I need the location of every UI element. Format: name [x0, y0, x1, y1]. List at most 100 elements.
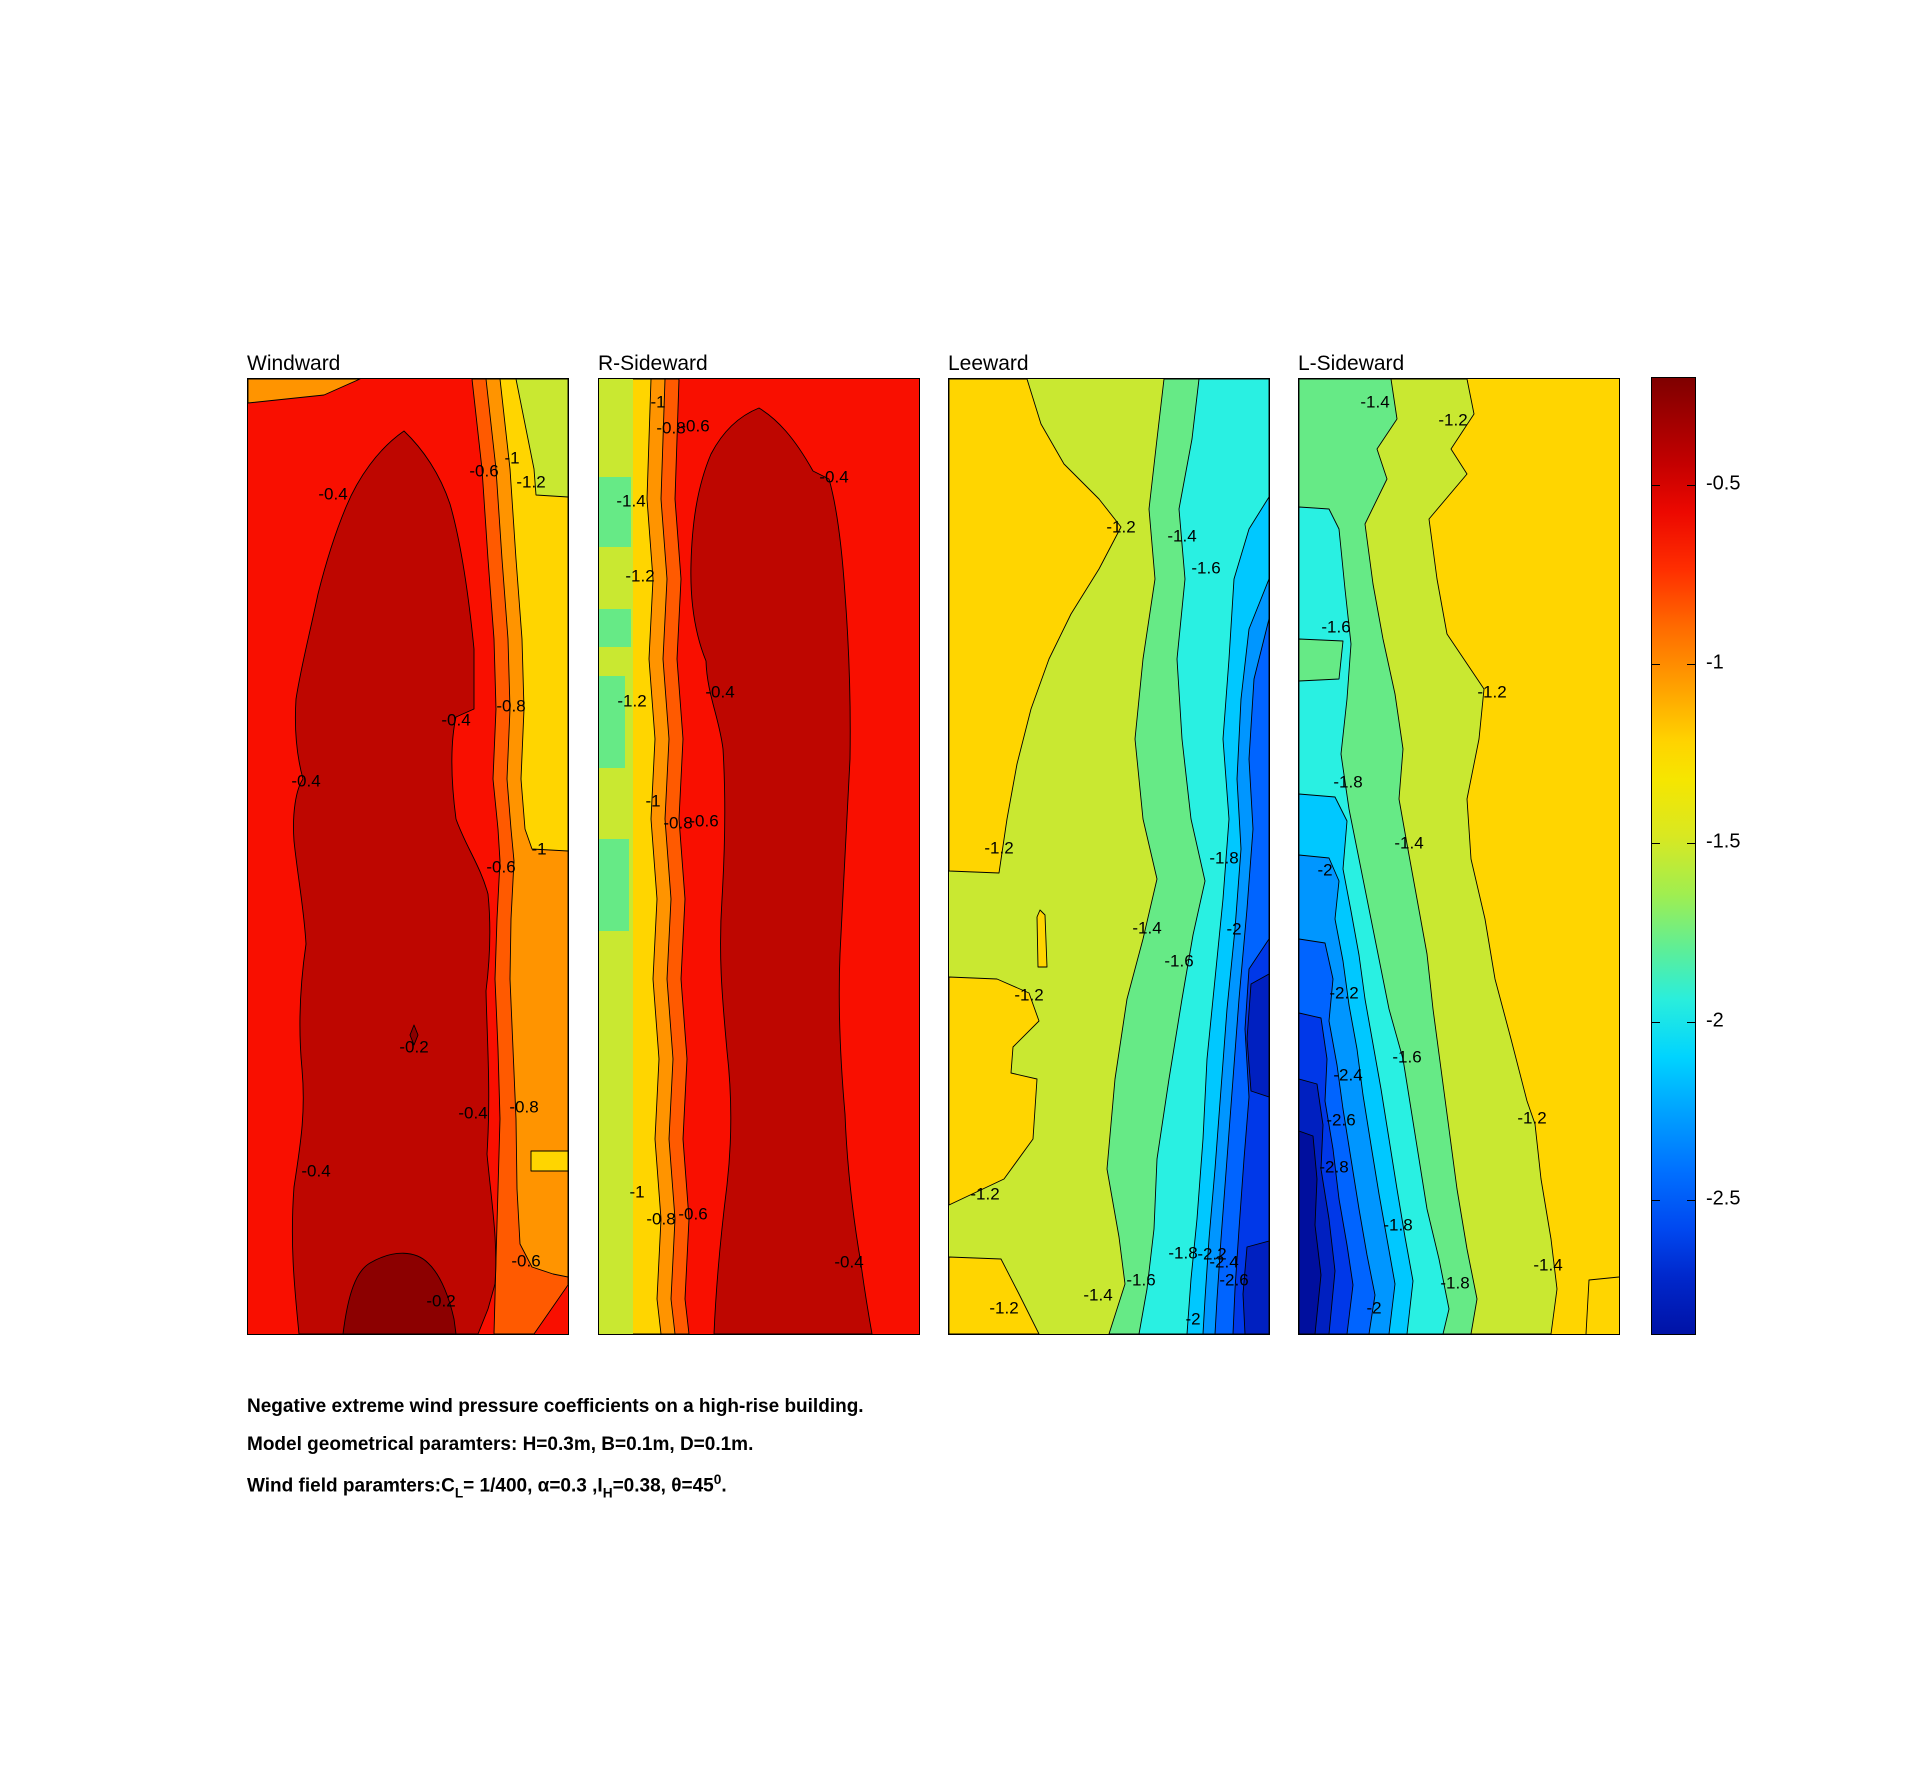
contour-label: -1.4: [1360, 392, 1390, 412]
contour-label: -1: [650, 392, 666, 412]
caption-line-1: Negative extreme wind pressure coefficie…: [247, 1396, 864, 1417]
contour-label: -0.4: [458, 1103, 488, 1123]
contour-label: -0.8: [656, 418, 686, 438]
contour-label: -0.4: [441, 710, 471, 730]
contour-label: -2.2: [1329, 983, 1359, 1003]
colorbar-tick: [1652, 485, 1660, 486]
contour-label: -1.2: [989, 1298, 1019, 1318]
contour-label: -0.4: [318, 484, 348, 504]
r-sideward-contour-plot: [599, 379, 919, 1334]
contour-label: -0.8: [496, 696, 526, 716]
colorbar-tick-label: -1: [1706, 651, 1724, 674]
contour-label: -1.4: [616, 491, 646, 511]
contour-label: -0.2: [426, 1291, 456, 1311]
caption-line-2: Model geometrical paramters: H=0.3m, B=0…: [247, 1434, 754, 1455]
contour-label: -1.2: [984, 838, 1014, 858]
contour-label: -1.4: [1132, 918, 1162, 938]
contour-label: -2.4: [1209, 1252, 1239, 1272]
contour-label: -1: [629, 1182, 645, 1202]
contour-panel-windward: -0.4 -0.6 -1 -1.2 -0.4 -0.8 -0.4 -1 -0.6 -0.2 -0.4…: [247, 378, 569, 1335]
colorbar-tick: [1687, 1022, 1695, 1023]
colorbar-tick: [1652, 1200, 1660, 1201]
contour-label: -0.6: [680, 416, 710, 436]
contour-label: -0.4: [834, 1252, 864, 1272]
panel-title-r-sideward: R-Sideward: [598, 352, 708, 375]
colorbar-tick: [1687, 485, 1695, 486]
contour-panel-l-sideward: -1.4 -1.2 -1.6 -1.2 -1.8 -1.4 -2 -2.2 -1.6 -2.4 -1…: [1298, 378, 1620, 1335]
contour-label: -0.8: [663, 813, 693, 833]
contour-label: -1: [645, 791, 661, 811]
contour-label: -1.2: [1517, 1108, 1547, 1128]
contour-label: -2.6: [1326, 1110, 1356, 1130]
panel-title-l-sideward: L-Sideward: [1298, 352, 1405, 375]
contour-label: -1.4: [1083, 1285, 1113, 1305]
contour-label: -1.6: [1126, 1270, 1156, 1290]
caption-segment: θ=45: [671, 1475, 714, 1497]
contour-panel-r-sideward: -1 -0.8 -0.6 -1.4 -0.4 -1.2 -1.2 -0.4 -1 -0.8 -0.6…: [598, 378, 920, 1335]
colorbar-tick-label: -1.5: [1706, 830, 1741, 853]
contour-label: -1.2: [1438, 410, 1468, 430]
leeward-contour-plot: [949, 379, 1269, 1334]
contour-label: -2: [1226, 919, 1242, 939]
contour-label: -2.2: [1197, 1244, 1227, 1264]
contour-label: -2.8: [1319, 1157, 1349, 1177]
colorbar-tick: [1687, 843, 1695, 844]
contour-label: -1.6: [1164, 951, 1194, 971]
caption-segment: H: [602, 1485, 613, 1501]
panel-title-windward: Windward: [247, 352, 341, 375]
contour-label: -1: [504, 448, 520, 468]
contour-label: -0.6: [511, 1251, 541, 1271]
colorbar-tick: [1652, 664, 1660, 665]
contour-label: -0.6: [678, 1204, 708, 1224]
colorbar-tick-label: -2.5: [1706, 1187, 1741, 1210]
contour-label: -2: [1317, 860, 1333, 880]
contour-label: -2.6: [1219, 1270, 1249, 1290]
contour-label: -1.6: [1392, 1047, 1422, 1067]
caption-segment: 0: [713, 1472, 722, 1487]
caption-line-3: Wind field paramters:CL= 1/400, α=0.3 ,I…: [247, 1472, 727, 1501]
contour-label: -1: [531, 839, 547, 859]
contour-label: -0.6: [486, 857, 516, 877]
contour-label: -1.2: [1014, 985, 1044, 1005]
contour-label: -1.8: [1383, 1215, 1413, 1235]
contour-label: -1.2: [970, 1184, 1000, 1204]
contour-label: -2: [1185, 1309, 1201, 1329]
contour-label: -0.6: [469, 461, 499, 481]
contour-label: -1.2: [1106, 517, 1136, 537]
contour-label: -1.4: [1167, 526, 1197, 546]
contour-label: -0.4: [705, 682, 735, 702]
contour-label: -1.8: [1440, 1273, 1470, 1293]
contour-label: -1.8: [1168, 1243, 1198, 1263]
contour-label: -0.4: [291, 771, 321, 791]
colorbar: [1651, 377, 1696, 1335]
contour-label: -0.8: [509, 1097, 539, 1117]
panel-title-leeward: Leeward: [948, 352, 1029, 375]
caption-segment: .: [721, 1475, 727, 1497]
contour-label: -0.2: [399, 1037, 429, 1057]
contour-label: -1.2: [1477, 682, 1507, 702]
colorbar-tick: [1687, 1200, 1695, 1201]
caption-segment: α=0.3 ,I: [537, 1475, 603, 1497]
contour-label: -2: [1366, 1298, 1382, 1318]
l-sideward-contour-plot: [1299, 379, 1619, 1334]
contour-label: -0.4: [819, 467, 849, 487]
contour-label: -0.8: [646, 1209, 676, 1229]
contour-label: -1.2: [617, 691, 647, 711]
caption-segment: L: [454, 1485, 464, 1501]
colorbar-tick-label: -2: [1706, 1009, 1724, 1032]
caption-segment: = 1/400,: [463, 1475, 538, 1497]
windward-contour-plot: [248, 379, 568, 1334]
contour-label: -1.6: [1191, 558, 1221, 578]
contour-label: -1.6: [1321, 617, 1351, 637]
contour-label: -2.4: [1333, 1065, 1363, 1085]
contour-label: -1.8: [1209, 848, 1239, 868]
caption-segment: =0.38,: [612, 1475, 672, 1497]
contour-label: -0.4: [301, 1161, 331, 1181]
contour-label: -1.4: [1533, 1255, 1563, 1275]
contour-label: -0.6: [689, 811, 719, 831]
colorbar-tick: [1652, 1022, 1660, 1023]
contour-label: -1.2: [625, 566, 655, 586]
contour-label: -1.8: [1333, 772, 1363, 792]
colorbar-tick-label: -0.5: [1706, 472, 1741, 495]
